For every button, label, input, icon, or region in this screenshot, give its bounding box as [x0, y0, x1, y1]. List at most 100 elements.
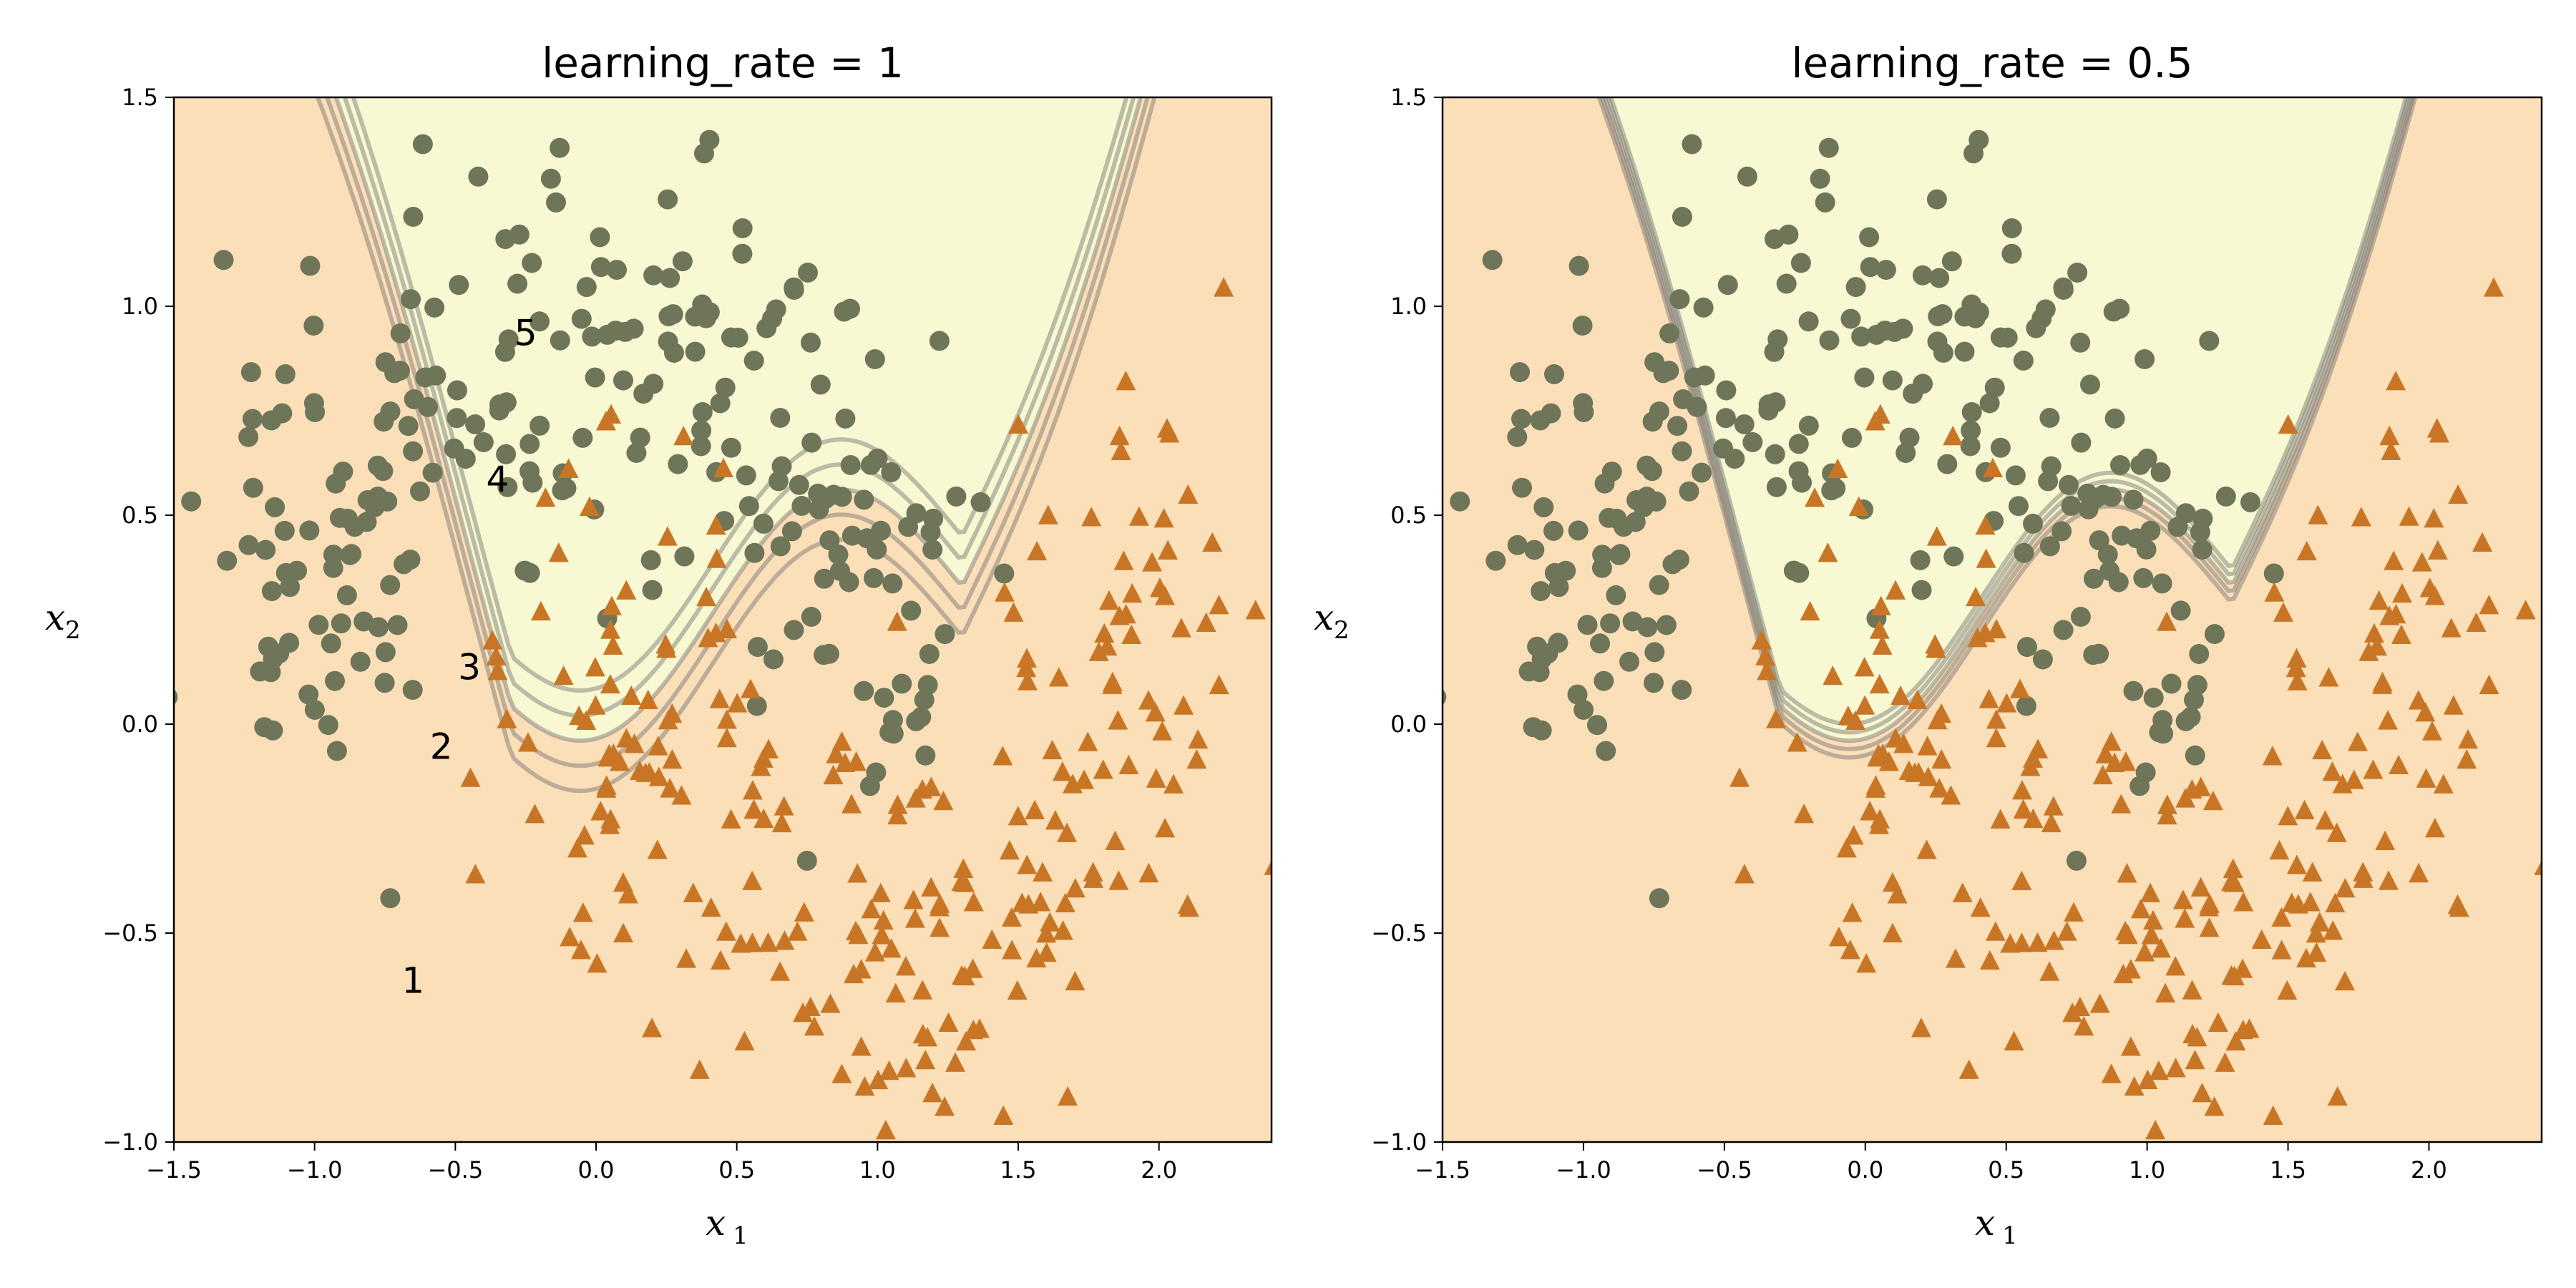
point-class0 — [261, 581, 282, 602]
point-class1 — [1012, 892, 1033, 912]
point-class1 — [2157, 794, 2177, 814]
point-class0 — [1941, 251, 1962, 272]
point-class0 — [571, 308, 592, 329]
point-class1 — [787, 921, 808, 941]
point-class1 — [1838, 705, 1858, 726]
x-axis-label: x — [1975, 1202, 1995, 1244]
point-class0 — [418, 396, 438, 417]
point-class1 — [2192, 1083, 2212, 1103]
point-class1 — [2372, 674, 2393, 694]
point-class0 — [2001, 243, 2022, 264]
point-class1 — [1986, 618, 2007, 639]
point-class1 — [753, 808, 774, 829]
y-tick-label: 0.0 — [122, 711, 158, 738]
point-class1 — [1033, 862, 1053, 882]
point-class0 — [1667, 416, 1688, 436]
point-class1 — [854, 1075, 875, 1096]
point-class0 — [497, 477, 518, 497]
point-class1 — [1102, 674, 1123, 694]
point-class1 — [1828, 458, 1848, 478]
point-class1 — [1121, 624, 1142, 644]
point-class0 — [917, 675, 938, 696]
point-class0 — [447, 380, 467, 401]
point-class0 — [1568, 255, 1589, 276]
point-class1 — [992, 746, 1013, 766]
point-class0 — [867, 539, 887, 560]
point-class1 — [2092, 764, 2113, 785]
point-class0 — [374, 673, 395, 693]
point-class1 — [904, 908, 925, 928]
point-class0 — [402, 680, 423, 701]
point-class1 — [2262, 746, 2283, 766]
x-tick-label: 0.5 — [1988, 1156, 2024, 1184]
point-class0 — [401, 289, 421, 310]
y-tick-label: 1.0 — [1390, 293, 1427, 320]
point-class1 — [1118, 754, 1139, 775]
point-class0 — [1507, 535, 1528, 555]
x-tick-label: 1.0 — [2129, 1156, 2165, 1184]
point-class1 — [2386, 603, 2406, 624]
point-class0 — [2039, 408, 2060, 428]
point-class0 — [403, 441, 424, 462]
point-class1 — [2300, 892, 2321, 912]
point-class1 — [2251, 929, 2272, 950]
point-class0 — [2023, 513, 2043, 534]
point-class1 — [1996, 693, 2017, 713]
point-class0 — [468, 166, 489, 187]
point-class1 — [831, 1063, 852, 1083]
point-class0 — [390, 323, 411, 343]
point-class0 — [217, 550, 238, 571]
point-class1 — [2515, 600, 2536, 620]
point-class1 — [2101, 731, 2122, 751]
chart-title: learning_rate = 0.5 — [1791, 39, 2192, 87]
point-class0 — [590, 227, 610, 248]
point-class0 — [946, 486, 967, 507]
point-class1 — [1018, 670, 1038, 691]
point-class1 — [1053, 920, 1073, 940]
point-class0 — [1544, 364, 1564, 384]
point-class1 — [648, 766, 669, 786]
point-class1 — [1093, 759, 1113, 779]
point-class0 — [1961, 402, 1982, 422]
y-axis-label-subscript: 2 — [1334, 616, 1350, 645]
point-class0 — [1943, 546, 1964, 567]
point-class0 — [2170, 600, 2191, 621]
point-class1 — [701, 897, 721, 917]
point-class1 — [558, 458, 579, 478]
point-class1 — [1045, 810, 1065, 830]
point-class0 — [426, 365, 447, 386]
point-class0 — [2135, 349, 2155, 369]
point-class1 — [1945, 948, 1966, 968]
point-class1 — [861, 899, 882, 919]
point-class1 — [548, 542, 569, 562]
point-class0 — [1911, 580, 1932, 600]
point-class0 — [1960, 436, 1981, 457]
point-class0 — [2189, 644, 2210, 664]
point-class0 — [303, 393, 324, 414]
point-class1 — [1209, 595, 1229, 615]
point-class1 — [1097, 635, 1118, 656]
point-class1 — [1986, 728, 2006, 748]
contour-line — [351, 97, 1129, 693]
point-class0 — [258, 636, 278, 657]
point-class1 — [1848, 496, 1869, 517]
point-class1 — [2157, 804, 2177, 825]
point-class1 — [2534, 860, 2542, 875]
point-class0 — [819, 530, 840, 551]
point-class1 — [1163, 774, 1184, 794]
y-axis-label: x — [1314, 597, 1334, 638]
point-class0 — [336, 585, 357, 605]
point-class0 — [633, 384, 654, 404]
point-class0 — [375, 642, 396, 663]
point-class0 — [279, 633, 300, 653]
point-class0 — [2133, 567, 2154, 588]
point-class1 — [2202, 791, 2223, 811]
point-class0 — [1530, 410, 1551, 431]
point-class1 — [1854, 657, 1875, 677]
point-class1 — [1030, 892, 1051, 912]
point-class1 — [600, 619, 620, 639]
contour-label: 4 — [486, 459, 509, 500]
point-class1 — [2130, 899, 2151, 919]
point-class1 — [956, 1030, 977, 1051]
